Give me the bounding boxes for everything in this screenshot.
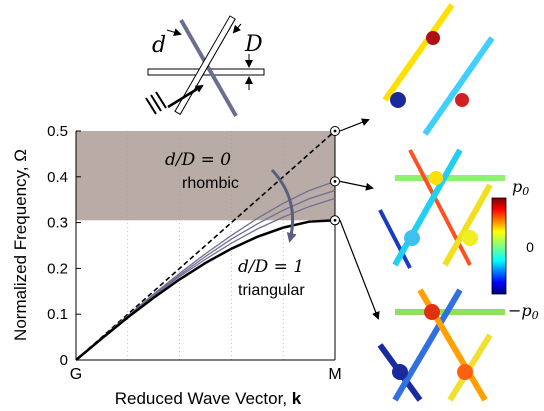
colorbar-bottom-label: −p0 (508, 301, 539, 322)
annotation-bottom: d/D = 1 (238, 257, 304, 277)
x-tick-label: M (328, 366, 341, 383)
inset-label-D: D (244, 32, 263, 57)
data-markers (330, 126, 340, 226)
marker-dot (333, 218, 337, 222)
y-axis-label: Normalized Frequency, Ω (11, 149, 30, 341)
axes (75, 130, 336, 361)
series-line (75, 197, 336, 361)
annotation-bottom-sub: triangular (238, 282, 305, 299)
connector-arrows (339, 118, 380, 320)
inset-label-d: d (152, 33, 166, 58)
colorbar-mid-label: 0 (526, 239, 534, 255)
x-axis-label: Reduced Wave Vector, k (115, 389, 302, 408)
y-tick-label: 0.5 (47, 123, 68, 140)
mode-shape-middle (365, 148, 505, 269)
curved-arrow (270, 168, 297, 243)
y-tick-labels: 0 0.1 0.2 0.3 0.4 0.5 (47, 123, 68, 369)
colorbar: p0 0 −p0 (491, 177, 539, 322)
y-tick-label: 0 (60, 352, 68, 369)
x-tick-label: G (70, 366, 82, 383)
annotation-top: d/D = 0 (165, 150, 231, 170)
annotation-top-sub: rhombic (182, 175, 239, 192)
inset-schematic: d D (145, 15, 265, 117)
connector-arrow (339, 180, 374, 191)
connector-arrow (339, 220, 380, 320)
marker-dot (333, 129, 337, 133)
marker-dot (333, 179, 337, 183)
series-line (75, 130, 336, 361)
mode-shape-top (365, 3, 505, 136)
y-tick-label: 0.4 (47, 169, 68, 186)
y-tick-label: 0.1 (47, 306, 68, 323)
mode-shape-bottom (365, 288, 505, 402)
y-tick-label: 0.2 (47, 260, 68, 277)
colorbar-top-label: p0 (512, 177, 529, 198)
connector-arrow (339, 118, 370, 132)
y-tick-label: 0.3 (47, 215, 68, 232)
